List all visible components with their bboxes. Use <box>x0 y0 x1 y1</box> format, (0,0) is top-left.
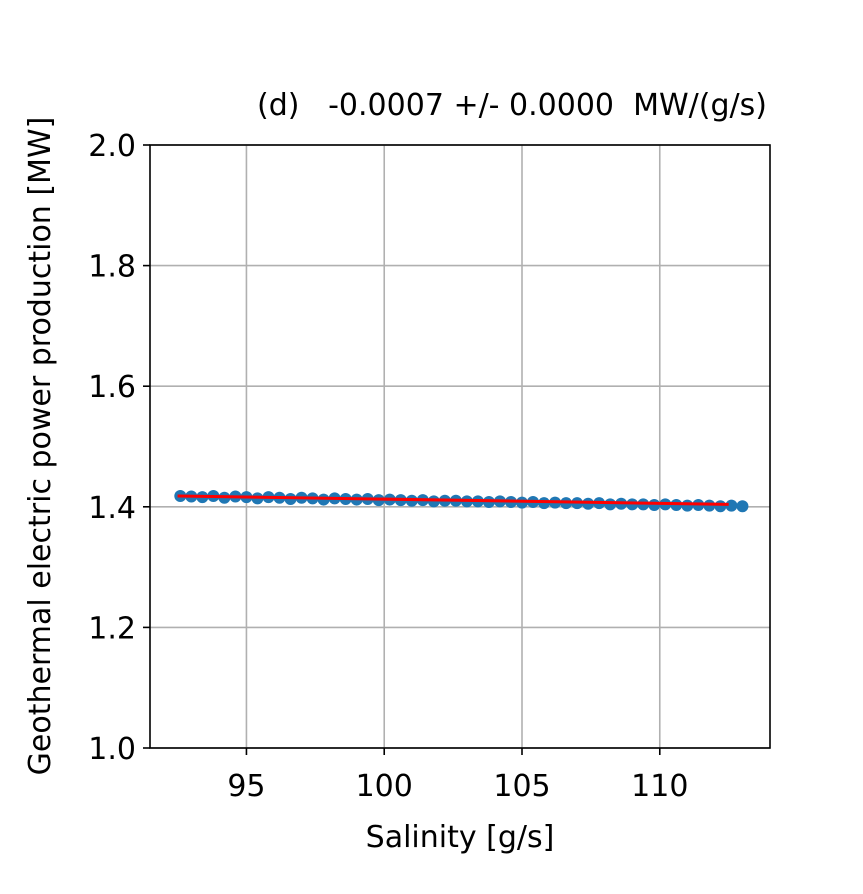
plot-frame <box>149 144 771 749</box>
scatter-point <box>736 500 749 513</box>
scatter-point <box>648 498 661 511</box>
y-axis-label: Geothermal electric power production [MW… <box>23 117 58 776</box>
x-tick-label: 105 <box>493 769 550 804</box>
scatter-point <box>681 499 694 512</box>
x-tick-label: 100 <box>356 769 413 804</box>
y-tick-label: 1.0 <box>88 732 136 767</box>
chart-title: (d) -0.0007 +/- 0.0000 MW/(g/s) <box>257 88 767 123</box>
scatter-point <box>714 500 727 513</box>
y-tick-label: 1.8 <box>88 250 136 285</box>
scatter-point <box>725 499 738 512</box>
x-axis: 95 100 105 110 <box>227 748 688 804</box>
y-tick-label: 1.6 <box>88 370 136 405</box>
x-tick-label: 110 <box>631 769 688 804</box>
x-tick-label: 95 <box>227 769 265 804</box>
y-axis: 1.0 1.2 1.4 1.6 1.8 2.0 <box>88 129 150 767</box>
fit-line-series <box>177 494 729 506</box>
y-tick-label: 2.0 <box>88 129 136 164</box>
scatter-point <box>538 497 551 510</box>
fit-line <box>177 494 729 506</box>
grid <box>150 144 770 749</box>
y-tick-label: 1.4 <box>88 491 136 526</box>
x-axis-label: Salinity [g/s] <box>366 820 555 855</box>
scatter-point <box>604 498 617 511</box>
y-tick-label: 1.2 <box>88 611 136 646</box>
